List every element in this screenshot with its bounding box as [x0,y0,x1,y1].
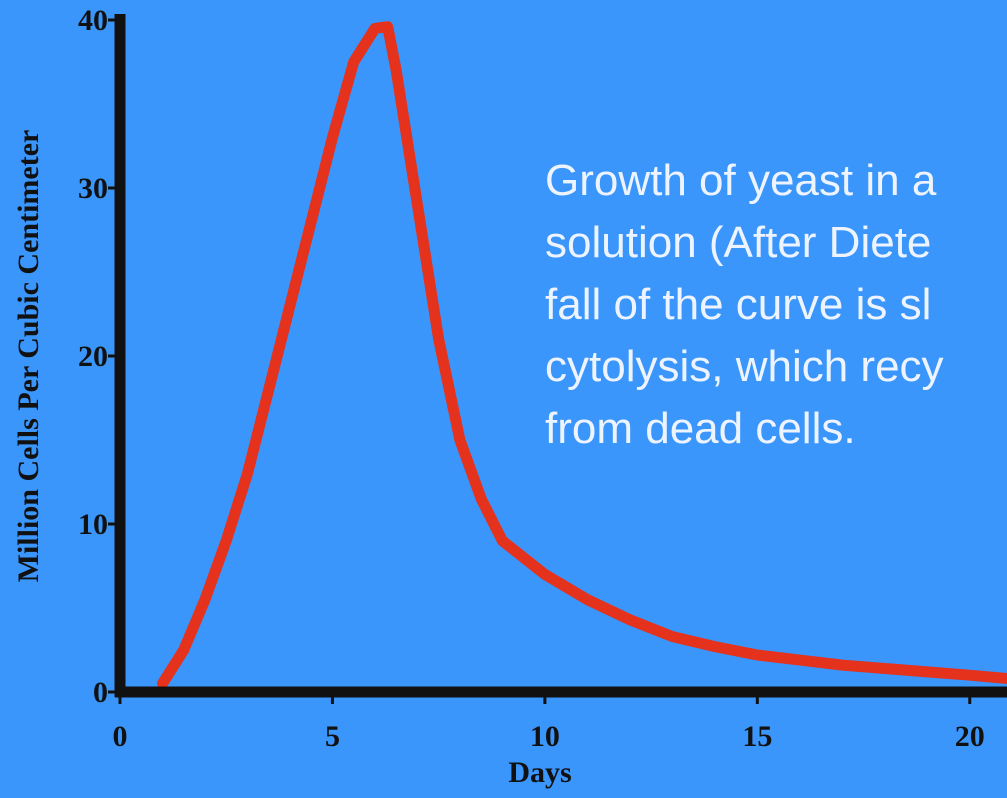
x-tick-label: 0 [113,720,128,753]
data-line [156,21,1007,690]
annotation-line: fall of the curve is sl [545,280,931,329]
y-axis-label: Million Cells Per Cubic Centimeter [12,130,45,583]
y-tick-label: 10 [78,508,108,541]
annotation-line: cytolysis, which recy [545,342,944,391]
annotation-line: Growth of yeast in a [545,156,937,205]
annotation-line: from dead cells. [545,404,856,453]
y-tick-label: 20 [78,340,108,373]
x-tick-label: 15 [742,720,772,753]
y-tick-label: 30 [78,172,108,205]
y-tick-label: 0 [93,676,108,709]
x-axis-label: Days [508,756,571,789]
x-tick-label: 5 [325,720,340,753]
annotation-line: solution (After Diete [545,218,931,267]
x-tick-label: 20 [955,720,985,753]
x-tick-label: 10 [530,720,560,753]
y-tick-label: 40 [78,4,108,37]
